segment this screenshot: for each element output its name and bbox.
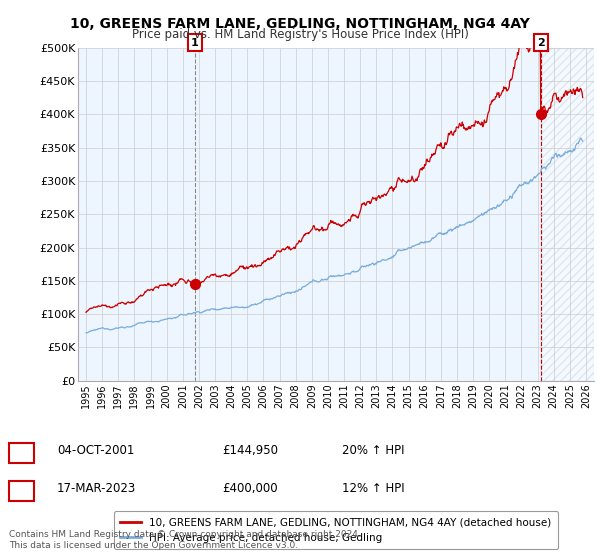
Text: 17-MAR-2023: 17-MAR-2023 (57, 482, 136, 496)
Text: £144,950: £144,950 (222, 444, 278, 458)
Text: 10, GREENS FARM LANE, GEDLING, NOTTINGHAM, NG4 4AY: 10, GREENS FARM LANE, GEDLING, NOTTINGHA… (70, 17, 530, 31)
Text: This data is licensed under the Open Government Licence v3.0.: This data is licensed under the Open Gov… (9, 541, 298, 550)
Text: 04-OCT-2001: 04-OCT-2001 (57, 444, 134, 458)
Bar (78, 48, 541, 381)
Text: Price paid vs. HM Land Registry's House Price Index (HPI): Price paid vs. HM Land Registry's House … (131, 28, 469, 41)
Text: 2: 2 (537, 38, 545, 48)
Text: 20% ↑ HPI: 20% ↑ HPI (342, 444, 404, 458)
Text: 1: 1 (17, 444, 26, 458)
Text: 2: 2 (17, 482, 26, 496)
Text: Contains HM Land Registry data © Crown copyright and database right 2024.: Contains HM Land Registry data © Crown c… (9, 530, 361, 539)
Legend: 10, GREENS FARM LANE, GEDLING, NOTTINGHAM, NG4 4AY (detached house), HPI: Averag: 10, GREENS FARM LANE, GEDLING, NOTTINGHA… (114, 511, 558, 549)
Bar (541, 48, 594, 381)
Text: 1: 1 (191, 38, 199, 48)
Text: £400,000: £400,000 (222, 482, 278, 496)
Text: 12% ↑ HPI: 12% ↑ HPI (342, 482, 404, 496)
